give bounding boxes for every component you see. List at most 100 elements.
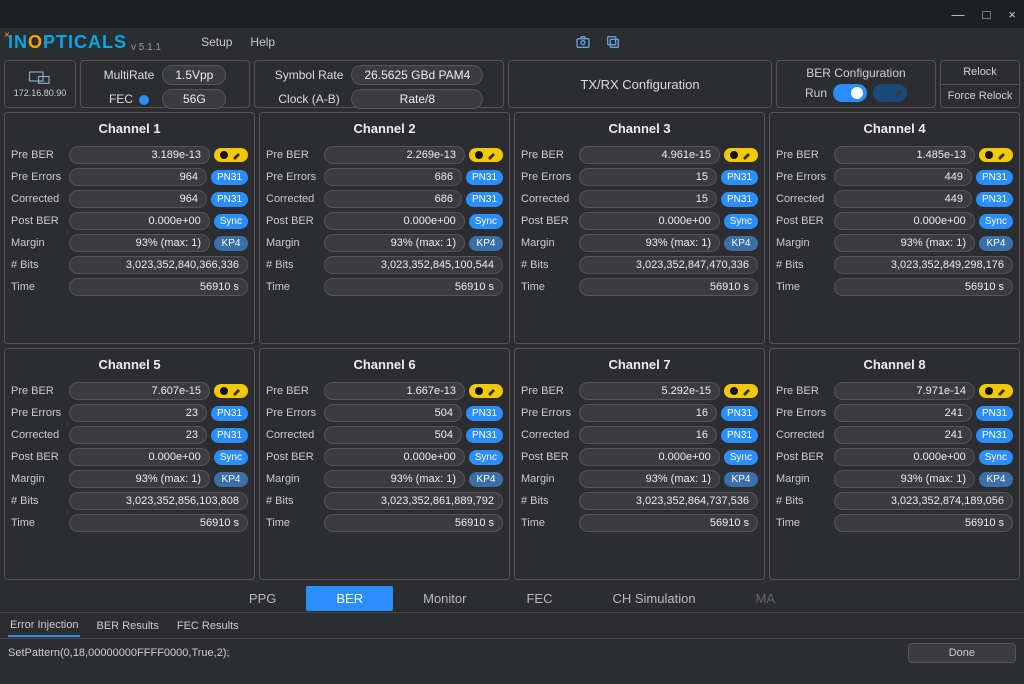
kp4-badge[interactable]: KP4 — [214, 472, 248, 487]
menu-setup[interactable]: Setup — [201, 35, 232, 49]
clock-pill[interactable]: Rate/8 — [351, 89, 483, 109]
camera-icon[interactable] — [575, 34, 591, 50]
clear-toggle[interactable] — [873, 84, 907, 102]
channel-enable-toggle[interactable] — [469, 148, 503, 162]
time-label: Time — [11, 281, 65, 293]
rate-pill[interactable]: 56G — [162, 89, 226, 109]
bits-label: # Bits — [521, 495, 575, 507]
vpp-pill[interactable]: 1.5Vpp — [162, 65, 226, 85]
postber-value: 0.000e+00 — [834, 212, 975, 230]
margin-label: Margin — [11, 473, 65, 485]
channel-enable-toggle[interactable] — [724, 148, 758, 162]
preerr-label: Pre Errors — [266, 407, 320, 419]
pn31-badge-2[interactable]: PN31 — [976, 428, 1013, 443]
preerr-value: 504 — [324, 404, 462, 422]
tab-ber[interactable]: BER — [306, 586, 393, 611]
channel-enable-toggle[interactable] — [214, 148, 248, 162]
preber-value: 5.292e-15 — [579, 382, 720, 400]
channels-grid: Channel 1 Pre BER3.189e-13 Pre Errors964… — [0, 112, 1024, 584]
close-button[interactable]: × — [1008, 7, 1016, 22]
menu-help[interactable]: Help — [250, 35, 275, 49]
sync-badge[interactable]: Sync — [979, 450, 1013, 465]
config-row: 172.16.80.90 MultiRate 1.5Vpp FEC 56G Sy… — [0, 56, 1024, 112]
run-toggle[interactable] — [833, 84, 867, 102]
pn31-badge-2[interactable]: PN31 — [976, 192, 1013, 207]
pn31-badge[interactable]: PN31 — [466, 170, 503, 185]
channel-enable-toggle[interactable] — [469, 384, 503, 398]
pn31-badge-2[interactable]: PN31 — [721, 428, 758, 443]
pn31-badge[interactable]: PN31 — [721, 406, 758, 421]
device-box[interactable]: 172.16.80.90 — [4, 60, 76, 108]
channel-panel-4: Channel 4 Pre BER1.485e-13 Pre Errors449… — [769, 112, 1020, 344]
corrected-label: Corrected — [11, 429, 65, 441]
channel-enable-toggle[interactable] — [724, 384, 758, 398]
channel-panel-1: Channel 1 Pre BER3.189e-13 Pre Errors964… — [4, 112, 255, 344]
sync-badge[interactable]: Sync — [724, 450, 758, 465]
preerr-value: 16 — [579, 404, 717, 422]
pn31-badge[interactable]: PN31 — [211, 406, 248, 421]
relock-button[interactable]: Relock — [941, 61, 1019, 85]
channel-enable-toggle[interactable] — [979, 384, 1013, 398]
channel-panel-6: Channel 6 Pre BER1.667e-13 Pre Errors504… — [259, 348, 510, 580]
sync-badge[interactable]: Sync — [724, 214, 758, 229]
pn31-badge[interactable]: PN31 — [466, 406, 503, 421]
kp4-badge[interactable]: KP4 — [724, 236, 758, 251]
symbolrate-label: Symbol Rate — [275, 68, 344, 82]
kp4-badge[interactable]: KP4 — [724, 472, 758, 487]
postber-label: Post BER — [11, 215, 65, 227]
kp4-badge[interactable]: KP4 — [214, 236, 248, 251]
subtab-fec-results[interactable]: FEC Results — [175, 616, 241, 636]
force-relock-button[interactable]: Force Relock — [941, 85, 1019, 108]
bits-label: # Bits — [266, 259, 320, 271]
channel-enable-toggle[interactable] — [214, 384, 248, 398]
pn31-badge[interactable]: PN31 — [211, 170, 248, 185]
subtab-error-injection[interactable]: Error Injection — [8, 615, 80, 637]
symbolrate-pill[interactable]: 26.5625 GBd PAM4 — [351, 65, 483, 85]
tab-monitor[interactable]: Monitor — [393, 586, 496, 611]
pn31-badge-2[interactable]: PN31 — [466, 192, 503, 207]
bits-value: 3,023,352,840,366,336 — [69, 256, 248, 274]
copy-icon[interactable] — [605, 34, 621, 50]
done-button[interactable]: Done — [908, 643, 1016, 663]
kp4-badge[interactable]: KP4 — [979, 236, 1013, 251]
time-value: 56910 s — [69, 514, 248, 532]
tab-chsim[interactable]: CH Simulation — [582, 586, 725, 611]
tab-ma[interactable]: MA — [726, 586, 806, 611]
minimize-button[interactable]: — — [952, 7, 965, 22]
bits-label: # Bits — [11, 259, 65, 271]
preber-label: Pre BER — [266, 149, 320, 161]
preber-label: Pre BER — [776, 385, 830, 397]
pn31-badge-2[interactable]: PN31 — [211, 428, 248, 443]
margin-value: 93% (max: 1) — [834, 234, 975, 252]
brand-logo: INOPTICALS — [8, 32, 127, 53]
time-value: 56910 s — [324, 514, 503, 532]
kp4-badge[interactable]: KP4 — [979, 472, 1013, 487]
pn31-badge-2[interactable]: PN31 — [721, 192, 758, 207]
sync-badge[interactable]: Sync — [214, 450, 248, 465]
subtab-ber-results[interactable]: BER Results — [94, 616, 160, 636]
brush-icon — [232, 386, 242, 396]
menu-bar: Setup Help — [201, 35, 275, 49]
kp4-badge[interactable]: KP4 — [469, 472, 503, 487]
margin-value: 93% (max: 1) — [324, 234, 465, 252]
sync-badge[interactable]: Sync — [979, 214, 1013, 229]
tab-ppg[interactable]: PPG — [219, 586, 306, 611]
tab-fec[interactable]: FEC — [496, 586, 582, 611]
pn31-badge-2[interactable]: PN31 — [466, 428, 503, 443]
sync-badge[interactable]: Sync — [214, 214, 248, 229]
kp4-badge[interactable]: KP4 — [469, 236, 503, 251]
preber-label: Pre BER — [266, 385, 320, 397]
pn31-badge[interactable]: PN31 — [721, 170, 758, 185]
preerr-value: 15 — [579, 168, 717, 186]
maximize-button[interactable]: □ — [983, 7, 991, 22]
pn31-badge-2[interactable]: PN31 — [211, 192, 248, 207]
pn31-badge[interactable]: PN31 — [976, 170, 1013, 185]
txrx-config-button[interactable]: TX/RX Configuration — [508, 60, 772, 108]
sync-badge[interactable]: Sync — [469, 450, 503, 465]
channel-enable-toggle[interactable] — [979, 148, 1013, 162]
preerr-label: Pre Errors — [521, 171, 575, 183]
sync-badge[interactable]: Sync — [469, 214, 503, 229]
preerr-label: Pre Errors — [776, 171, 830, 183]
bits-value: 3,023,352,864,737,536 — [579, 492, 758, 510]
pn31-badge[interactable]: PN31 — [976, 406, 1013, 421]
